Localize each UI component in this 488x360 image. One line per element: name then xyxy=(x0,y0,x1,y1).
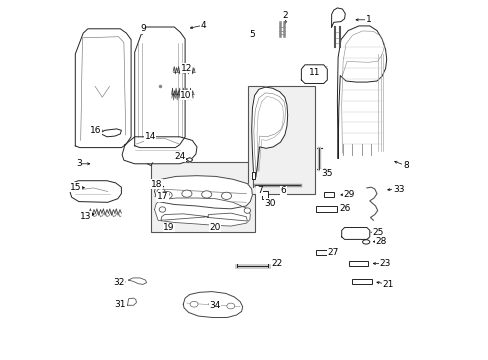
Text: 11: 11 xyxy=(308,68,320,77)
Polygon shape xyxy=(128,278,146,284)
Text: 23: 23 xyxy=(378,259,390,268)
Polygon shape xyxy=(161,214,208,220)
Ellipse shape xyxy=(226,303,234,309)
Text: 25: 25 xyxy=(371,228,383,237)
Bar xyxy=(261,191,268,199)
Polygon shape xyxy=(70,181,121,202)
Polygon shape xyxy=(301,65,326,84)
Bar xyxy=(352,279,371,284)
Bar xyxy=(323,192,333,197)
Polygon shape xyxy=(331,8,345,27)
Text: 28: 28 xyxy=(375,237,386,246)
Bar xyxy=(151,162,255,232)
Bar xyxy=(348,261,367,266)
Text: 22: 22 xyxy=(271,259,282,268)
Bar xyxy=(315,250,329,255)
Ellipse shape xyxy=(362,240,369,244)
Polygon shape xyxy=(251,172,255,179)
Polygon shape xyxy=(127,298,136,305)
Polygon shape xyxy=(337,26,386,158)
Text: 19: 19 xyxy=(163,223,174,232)
Text: 12: 12 xyxy=(180,64,191,73)
Text: 20: 20 xyxy=(209,223,220,232)
Text: 34: 34 xyxy=(209,301,220,310)
Polygon shape xyxy=(154,198,250,226)
Text: 1: 1 xyxy=(365,15,371,24)
Text: 26: 26 xyxy=(338,204,349,213)
Ellipse shape xyxy=(159,207,165,212)
Polygon shape xyxy=(251,87,287,177)
Text: 5: 5 xyxy=(249,30,255,39)
Ellipse shape xyxy=(201,191,211,198)
Ellipse shape xyxy=(244,208,250,213)
Text: 14: 14 xyxy=(144,132,156,141)
Text: 21: 21 xyxy=(382,280,393,289)
Polygon shape xyxy=(186,158,192,162)
Text: 30: 30 xyxy=(264,199,276,208)
Text: 8: 8 xyxy=(402,161,408,170)
Polygon shape xyxy=(207,213,247,221)
Polygon shape xyxy=(154,176,252,209)
Text: 32: 32 xyxy=(113,278,124,287)
Text: 13: 13 xyxy=(80,212,92,220)
Text: 15: 15 xyxy=(69,183,81,192)
Polygon shape xyxy=(75,29,131,148)
Polygon shape xyxy=(122,137,197,164)
Text: 10: 10 xyxy=(180,91,191,100)
Text: 35: 35 xyxy=(320,169,332,178)
Ellipse shape xyxy=(190,301,198,307)
Polygon shape xyxy=(341,228,369,239)
Ellipse shape xyxy=(221,192,231,199)
Text: 4: 4 xyxy=(200,21,205,30)
Text: 6: 6 xyxy=(280,186,285,195)
Text: 33: 33 xyxy=(392,185,404,194)
Text: 27: 27 xyxy=(326,248,338,257)
Polygon shape xyxy=(100,129,121,137)
Text: 3: 3 xyxy=(76,159,81,168)
Ellipse shape xyxy=(162,192,172,199)
Text: 2: 2 xyxy=(282,11,288,20)
Text: 16: 16 xyxy=(90,126,102,135)
Text: 24: 24 xyxy=(174,152,185,161)
Text: 18: 18 xyxy=(150,180,162,189)
Ellipse shape xyxy=(208,301,216,307)
Ellipse shape xyxy=(157,189,164,194)
Ellipse shape xyxy=(161,192,169,197)
Bar xyxy=(247,86,314,194)
Text: 31: 31 xyxy=(114,300,126,309)
Text: 9: 9 xyxy=(140,24,145,33)
Ellipse shape xyxy=(182,190,192,197)
Polygon shape xyxy=(134,27,185,148)
Polygon shape xyxy=(183,292,242,318)
Text: 17: 17 xyxy=(156,192,168,202)
Text: 7: 7 xyxy=(256,186,262,195)
Text: 29: 29 xyxy=(343,190,354,199)
Bar xyxy=(316,206,337,212)
